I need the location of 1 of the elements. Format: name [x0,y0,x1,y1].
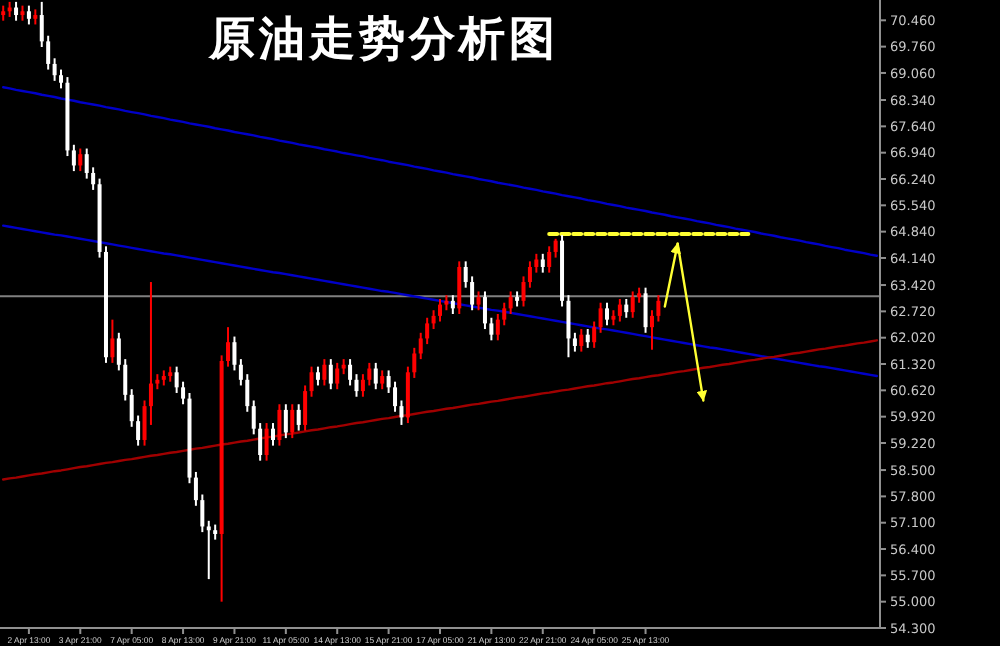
chart-title: 原油走势分析图 [207,12,559,66]
